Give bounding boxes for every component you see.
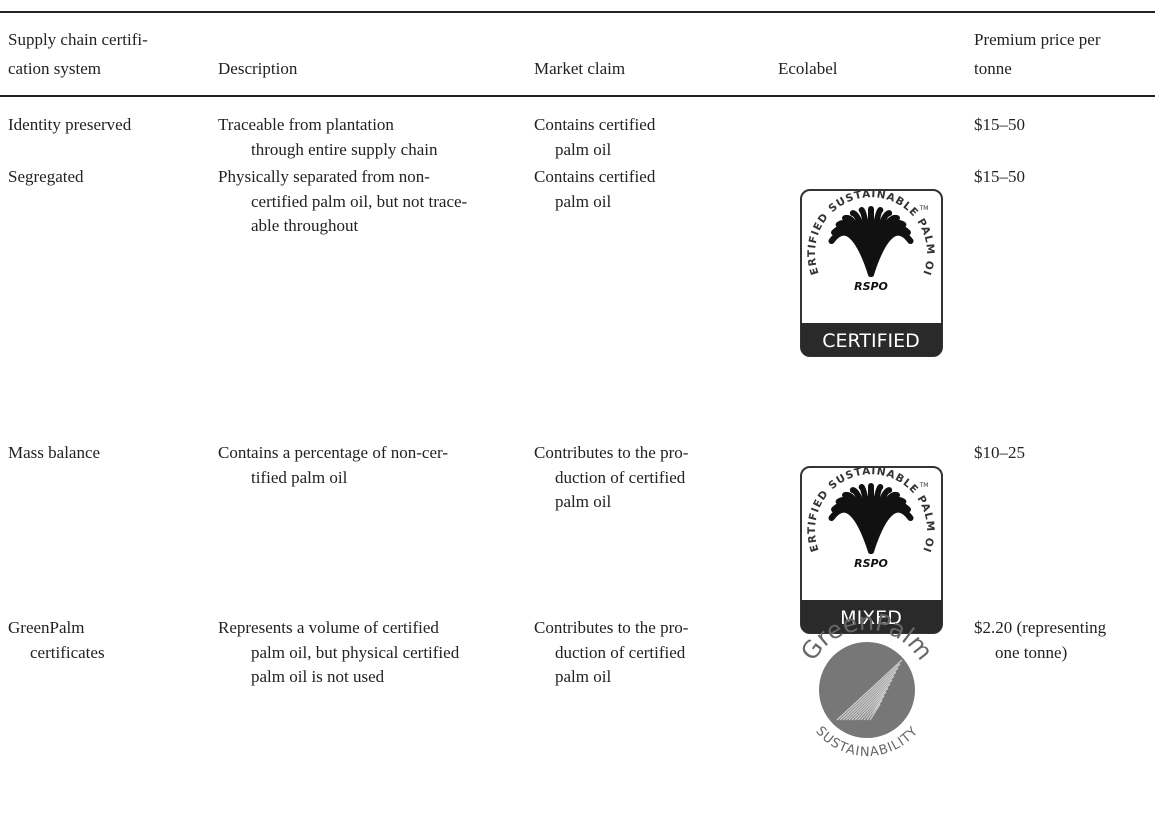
table-cell: Segregated (8, 167, 84, 186)
gp-leaf (836, 659, 903, 721)
table-cell: one tonne) (995, 642, 1068, 662)
table-cell: Mass balance (8, 443, 101, 462)
header-cell: Premium price per (974, 30, 1101, 49)
table-cell: $15–50 (974, 115, 1025, 134)
table-cell: palm oil is not used (251, 667, 385, 686)
gp-leaf (863, 695, 885, 721)
header-cell: tonne (974, 59, 1012, 78)
gp-leaf (854, 683, 891, 721)
rspo-logo: CERTIFIED SUSTAINABLE PALM OILRSPOTMCERT… (0, 0, 943, 357)
header-cell: cation system (8, 59, 102, 78)
header-cell: Ecolabel (778, 59, 838, 78)
top-rule (0, 11, 1155, 13)
table-cell: Traceable from plantation (218, 115, 394, 134)
tm-mark: TM (919, 482, 929, 489)
gp-leaf (842, 667, 899, 721)
table-cell: tified palm oil (251, 467, 348, 487)
gp-leaf (860, 691, 887, 721)
table-cell: duction of certified (555, 642, 686, 662)
table-cell: Represents a volume of certified (218, 618, 439, 637)
table-cell: $10–25 (974, 443, 1025, 462)
frond (868, 229, 914, 277)
table-cell: GreenPalm (8, 618, 85, 637)
gp-leaf (848, 675, 895, 721)
gp-leaf (851, 679, 893, 721)
gp-leaf (845, 671, 897, 721)
table-cell: Contains certified (534, 167, 656, 186)
table-cell: palm oil, but physical certified (251, 642, 460, 662)
table-cell: certificates (30, 642, 105, 662)
table-cell: palm oil (555, 139, 612, 159)
banner (801, 600, 942, 633)
table-cell: Contains a percentage of non-cer- (218, 443, 448, 462)
table-cell: palm oil (555, 667, 612, 686)
gp-leaf (869, 703, 881, 721)
table-cell: Contributes to the pro- (534, 618, 689, 637)
header-cell: Market claim (534, 59, 626, 78)
frond (868, 506, 914, 554)
gp-leaf (839, 663, 901, 721)
tm-mark: TM (919, 205, 929, 212)
rspo-mark: RSPO (854, 557, 888, 570)
table-cell: Identity preserved (8, 115, 132, 134)
table-cell: palm oil (555, 492, 612, 511)
gp-leaf (866, 699, 883, 721)
table-cell: through entire supply chain (251, 139, 438, 159)
table-cell: certified palm oil, but not trace- (251, 191, 468, 211)
header-cell: Description (218, 59, 298, 78)
banner-text: MIXED (840, 607, 902, 629)
banner (801, 323, 942, 356)
table-cell: duction of certified (555, 467, 686, 487)
table-cell: Physically separated from non- (218, 167, 430, 186)
header-cell: Supply chain certifi- (8, 30, 148, 49)
table-cell: palm oil (555, 191, 612, 211)
ring-text: CERTIFIED SUSTAINABLE PALM OIL (0, 0, 935, 554)
table-cell: $2.20 (representing (974, 618, 1107, 637)
table-cell: able throughout (251, 216, 359, 235)
table-cell: Contains certified (534, 115, 656, 134)
table-cell: Contributes to the pro- (534, 443, 689, 462)
gp-disc (819, 642, 915, 738)
table-cell: $15–50 (974, 167, 1025, 186)
gp-leaf (857, 687, 889, 721)
ring-text-path: CERTIFIED SUSTAINABLE PALM OIL (0, 0, 935, 554)
rspo-mark: RSPO (854, 280, 888, 293)
banner-text: CERTIFIED (822, 330, 919, 352)
header-rule (0, 95, 1155, 97)
